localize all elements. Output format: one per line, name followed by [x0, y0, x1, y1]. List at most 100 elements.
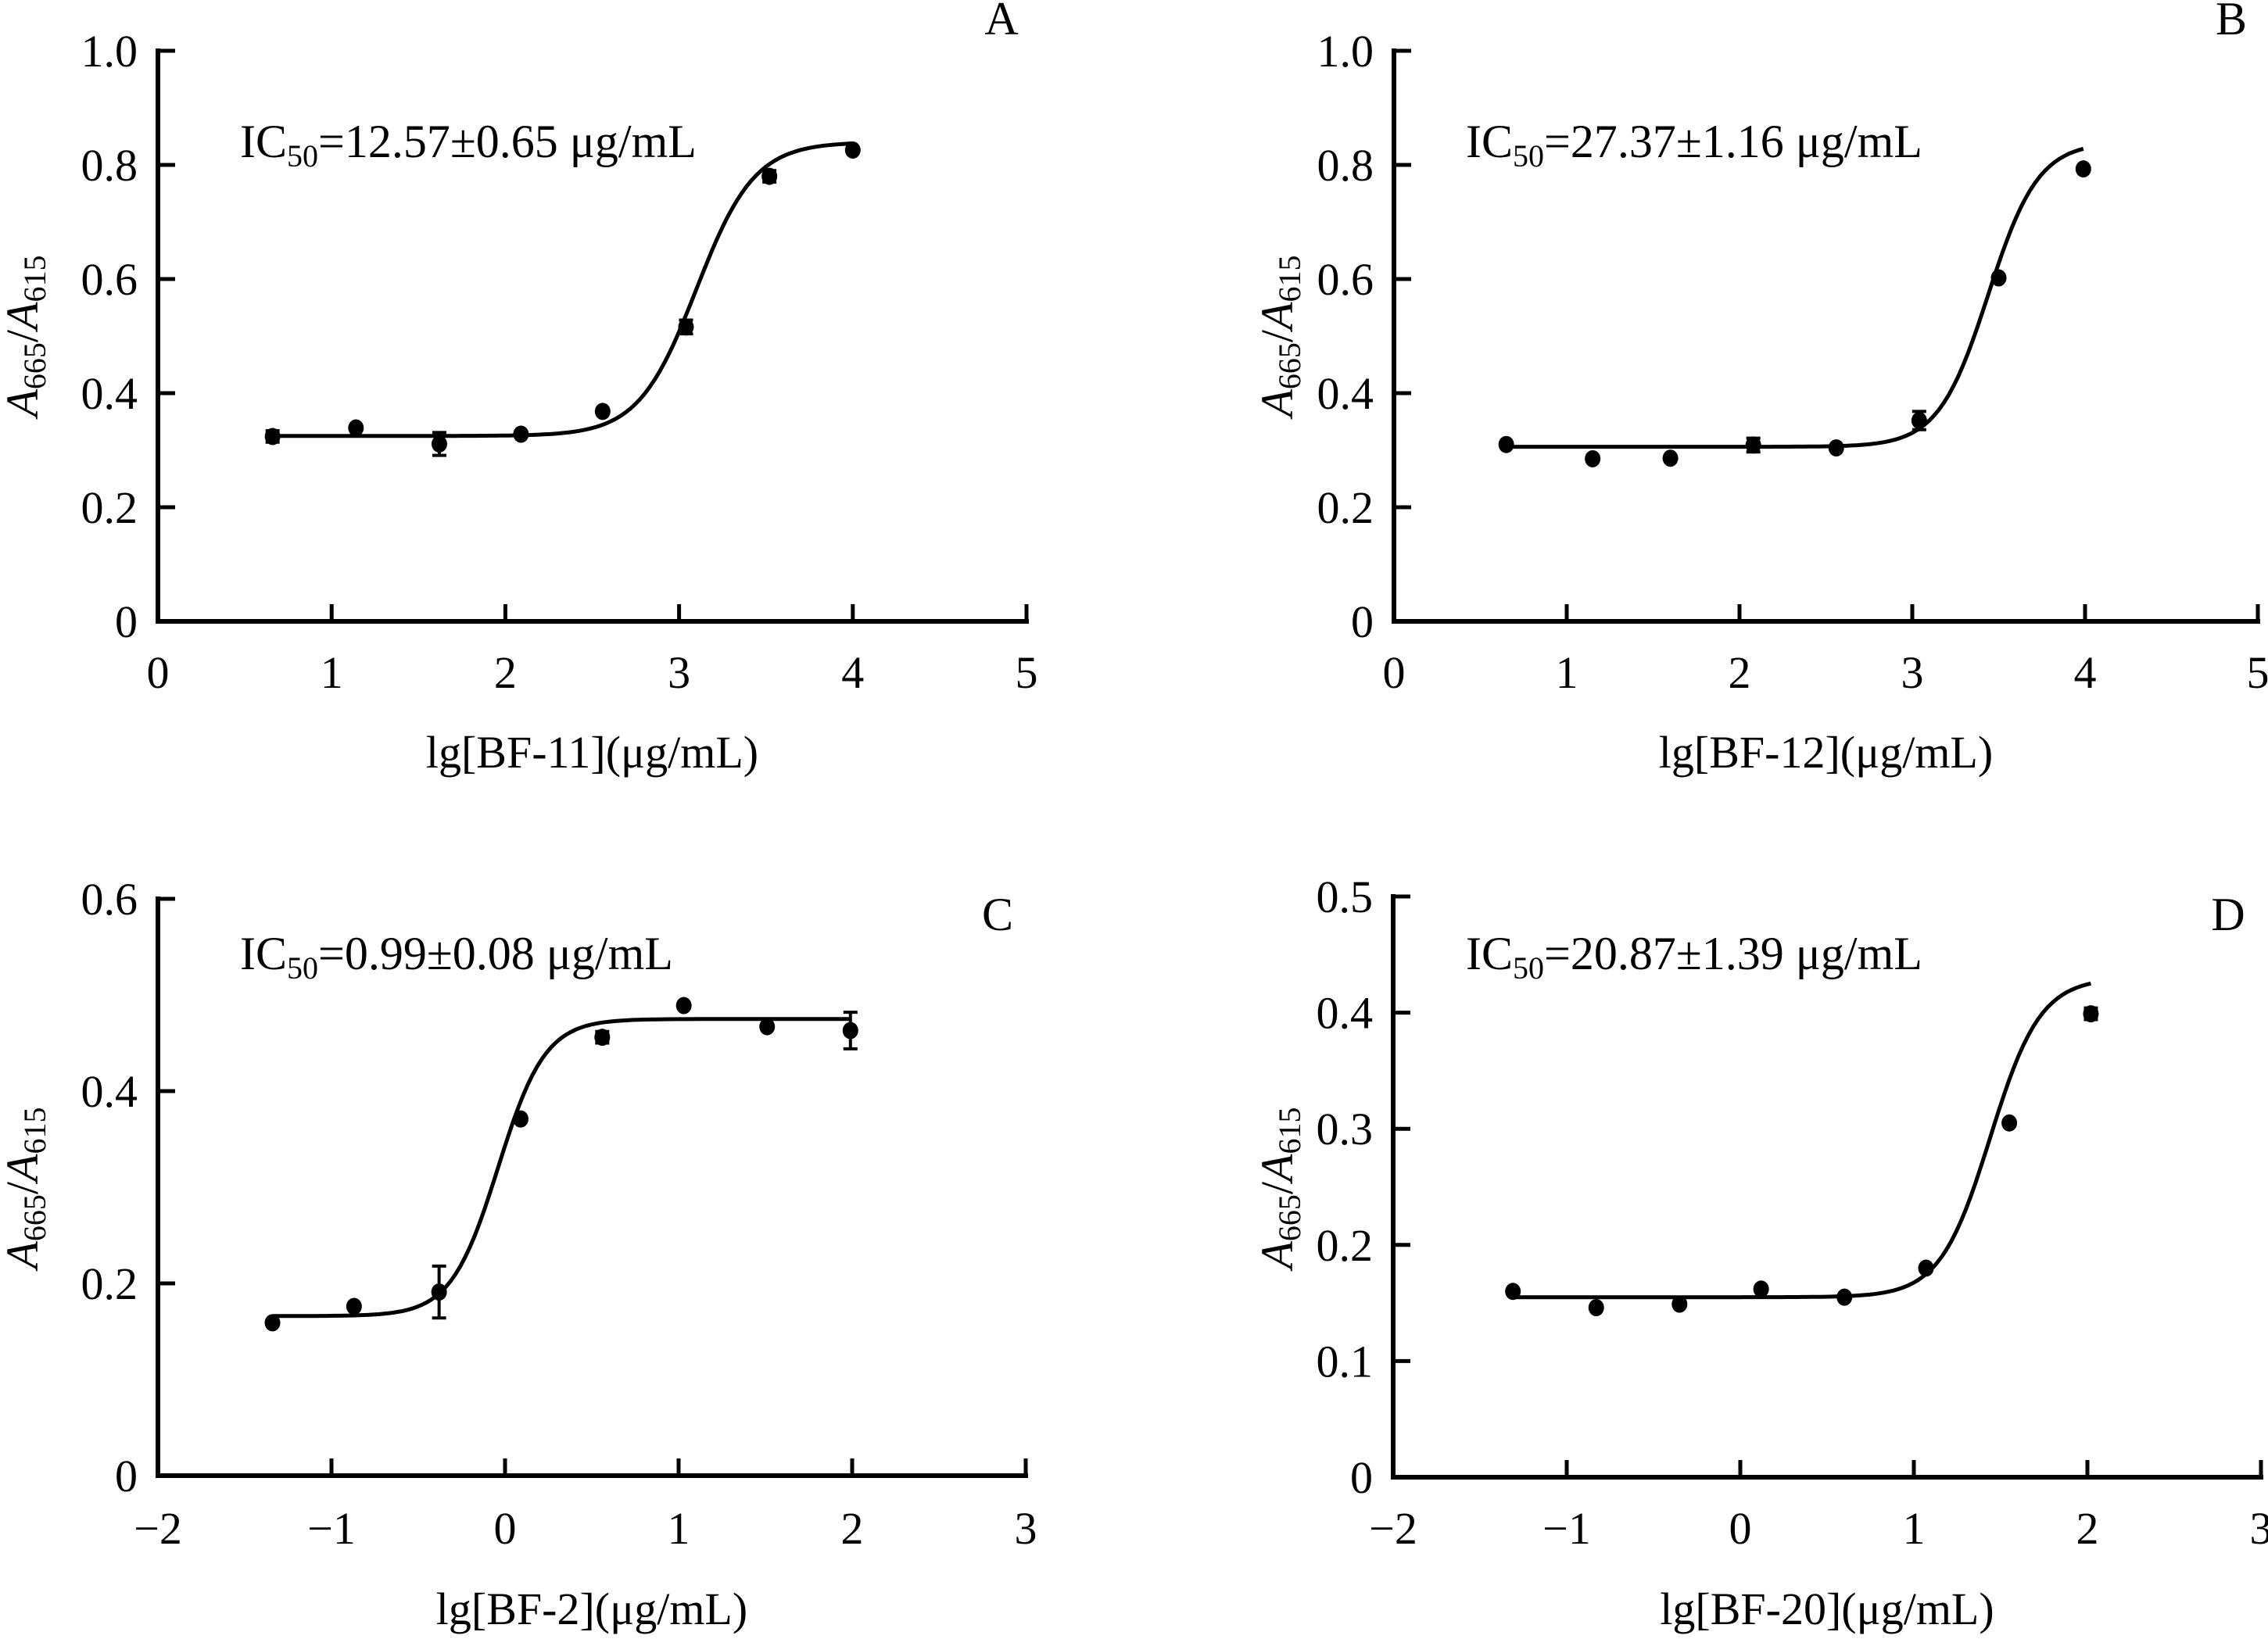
y-tick-label: 0.2	[81, 1258, 138, 1309]
y-tick-label: 0	[115, 596, 138, 647]
ic50-subscript: 50	[1513, 138, 1544, 174]
x-axis-title: lg[BF-20](μg/mL)	[1660, 1584, 1994, 1634]
data-point	[1671, 1295, 1688, 1313]
data-point	[761, 167, 778, 185]
y-axis-title-sub1: 665	[17, 342, 52, 389]
x-tick-label: 1	[1556, 647, 1578, 698]
panel-label: B	[2216, 0, 2247, 45]
data-point	[759, 1018, 776, 1036]
ic50-value: =20.87±1.39 μg/mL	[1544, 928, 1922, 979]
x-tick-label: −1	[1542, 1503, 1591, 1554]
y-tick-label: 0.2	[1317, 1220, 1374, 1271]
ic50-prefix: IC	[240, 116, 287, 167]
y-tick-label: 0.4	[81, 1066, 138, 1117]
data-point	[1498, 435, 1514, 453]
data-point	[842, 1022, 858, 1040]
y-tick-label: 0.8	[1317, 140, 1374, 191]
ic50-annotation: IC50=0.99±0.08 μg/mL	[240, 928, 673, 986]
y-axis-title-slash: /	[0, 329, 48, 342]
y-tick-label: 0.8	[81, 140, 138, 191]
x-tick-label: −2	[1369, 1503, 1417, 1554]
data-point	[346, 1297, 362, 1315]
x-tick-label: 0	[147, 647, 170, 698]
data-point	[1662, 449, 1679, 467]
fit-curve	[272, 1017, 851, 1319]
x-axis-title: lg[BF-2](μg/mL)	[436, 1584, 747, 1634]
ic50-prefix: IC	[1466, 116, 1513, 167]
x-tick-label: 2	[494, 647, 517, 698]
data-point	[2083, 1005, 2099, 1023]
x-tick-label: 2	[1729, 647, 1751, 698]
y-tick-label: 0.4	[81, 368, 138, 419]
y-axis-title-a: A	[1252, 1241, 1302, 1272]
data-point	[2075, 160, 2091, 178]
x-tick-label: 2	[2076, 1503, 2099, 1554]
ic50-subscript: 50	[1513, 950, 1544, 986]
ic50-value: =27.37±1.16 μg/mL	[1544, 116, 1922, 167]
y-axis-title-b: A	[0, 1154, 48, 1185]
x-tick-label: 3	[668, 647, 690, 698]
panel-label: A	[984, 0, 1018, 45]
y-tick-label: 0	[1350, 1452, 1373, 1503]
data-point	[594, 403, 611, 420]
x-tick-label: 3	[1015, 1503, 1037, 1554]
ic50-prefix: IC	[240, 928, 287, 979]
fit-curve	[1513, 981, 2091, 1300]
data-point	[1828, 439, 1844, 457]
panel-c: 00.20.40.6−2 −1 0 1 2 3lg[BF-2](μg/mL)A665/A6…	[0, 874, 1037, 1634]
x-tick-label: −2	[134, 1503, 182, 1554]
data-point	[594, 1029, 611, 1047]
data-point	[1745, 436, 1761, 454]
ic50-value: =0.99±0.08 μg/mL	[318, 928, 673, 979]
data-point	[2001, 1114, 2018, 1132]
data-point	[675, 997, 692, 1015]
y-axis-title-slash: /	[1252, 329, 1302, 342]
y-axis-title: A665/A615	[1252, 256, 1307, 420]
x-tick-label: 0	[1729, 1503, 1752, 1554]
y-tick-label: 0	[115, 1451, 138, 1501]
ic50-subscript: 50	[287, 138, 318, 174]
ic50-annotation: IC50=27.37±1.16 μg/mL	[1466, 116, 1922, 174]
panel-d: 0 0.1 0.2 0.3 0.4 0.5 −2 −1 0 1 2 3 lg[BF-20](μg/mL)…	[1252, 871, 2268, 1634]
y-axis-title-b: A	[1252, 1154, 1302, 1185]
x-tick-label: 3	[2250, 1503, 2268, 1554]
ic50-prefix: IC	[1466, 928, 1513, 979]
y-axis-title-sub1: 665	[1272, 1194, 1307, 1241]
data-point	[348, 419, 364, 437]
ic50-annotation: IC50=12.57±0.65 μg/mL	[240, 116, 697, 174]
y-axis-title-slash: /	[0, 1181, 48, 1194]
fit-curve	[1506, 146, 2084, 449]
x-tick-label: 4	[841, 647, 864, 698]
data-point	[1918, 1259, 1934, 1277]
y-tick-label: 0.5	[1317, 871, 1374, 922]
data-point	[1911, 412, 1927, 430]
y-tick-label: 0.3	[1317, 1104, 1374, 1154]
y-tick-label: 0.6	[81, 874, 138, 925]
x-tick-label: 0	[1383, 647, 1406, 698]
y-axis-title-sub1: 665	[17, 1194, 52, 1241]
data-point	[844, 141, 861, 159]
x-tick-label: 1	[321, 647, 343, 698]
y-axis-title-sub2: 615	[1272, 1108, 1307, 1154]
y-axis-title-a: A	[1252, 389, 1302, 420]
data-point	[513, 425, 529, 443]
y-tick-label: 0.4	[1317, 988, 1374, 1039]
y-axis-title-b: A	[1252, 302, 1302, 333]
x-tick-label: 5	[1016, 647, 1038, 698]
y-axis-title-sub1: 665	[1272, 342, 1307, 389]
y-axis-title-slash: /	[1252, 1181, 1302, 1194]
y-axis-title: A665/A615	[0, 256, 52, 420]
data-point	[678, 318, 694, 336]
x-tick-label: 4	[2074, 647, 2097, 698]
x-tick-label: 3	[1901, 647, 1924, 698]
x-tick-label: 0	[494, 1503, 517, 1554]
data-point	[431, 435, 447, 453]
y-axis-title-sub2: 615	[17, 1108, 52, 1154]
ic50-annotation: IC50=20.87±1.39 μg/mL	[1466, 928, 1922, 986]
y-tick-label: 0.1	[1317, 1336, 1374, 1387]
data-point	[264, 1314, 281, 1332]
x-tick-label: 1	[668, 1503, 690, 1554]
y-axis-title: A665/A615	[1252, 1108, 1307, 1272]
